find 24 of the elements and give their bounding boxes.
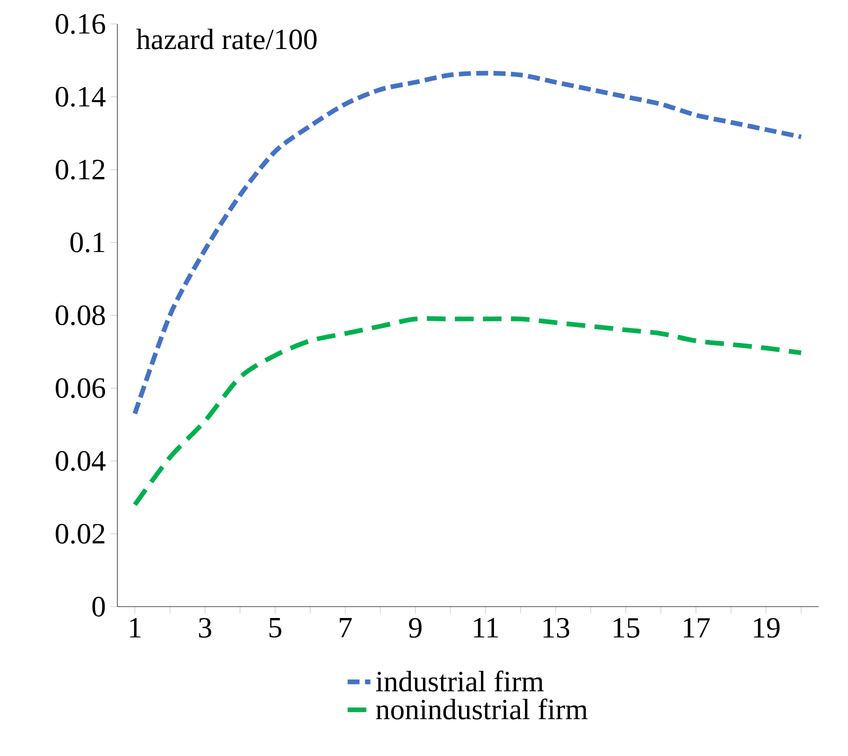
y-tick-label: 0.16 <box>56 14 106 34</box>
x-tick-label: 11 <box>474 618 498 638</box>
line-series <box>132 70 804 416</box>
x-tick-label: 7 <box>340 618 352 638</box>
y-tick-label: 0.12 <box>56 160 104 180</box>
y-tick-label: 0 <box>92 596 105 617</box>
legend-label: nonindustrial firm <box>376 698 588 720</box>
y-tick-label: 0.1 <box>70 232 104 252</box>
line-series <box>132 316 804 508</box>
x-tick-label: 15 <box>614 618 640 638</box>
y-tick-label: 0.06 <box>56 378 106 398</box>
x-tick-label: 9 <box>409 618 422 638</box>
x-tick-label: 3 <box>199 618 212 638</box>
legend-label: industrial firm <box>376 670 544 692</box>
y-tick-label: 0.08 <box>56 305 105 326</box>
y-tick-label: 0.14 <box>56 86 106 107</box>
annotation: hazard rate/100 <box>136 28 317 50</box>
x-tick-label: 1 <box>130 618 140 638</box>
x-tick-label: 13 <box>544 618 570 638</box>
y-tick-label: 0.04 <box>56 451 106 471</box>
x-tick-label: 17 <box>684 618 710 638</box>
x-tick-label: 5 <box>270 618 282 638</box>
x-tick-label: 19 <box>754 618 780 638</box>
y-tick-label: 0.02 <box>56 524 104 544</box>
